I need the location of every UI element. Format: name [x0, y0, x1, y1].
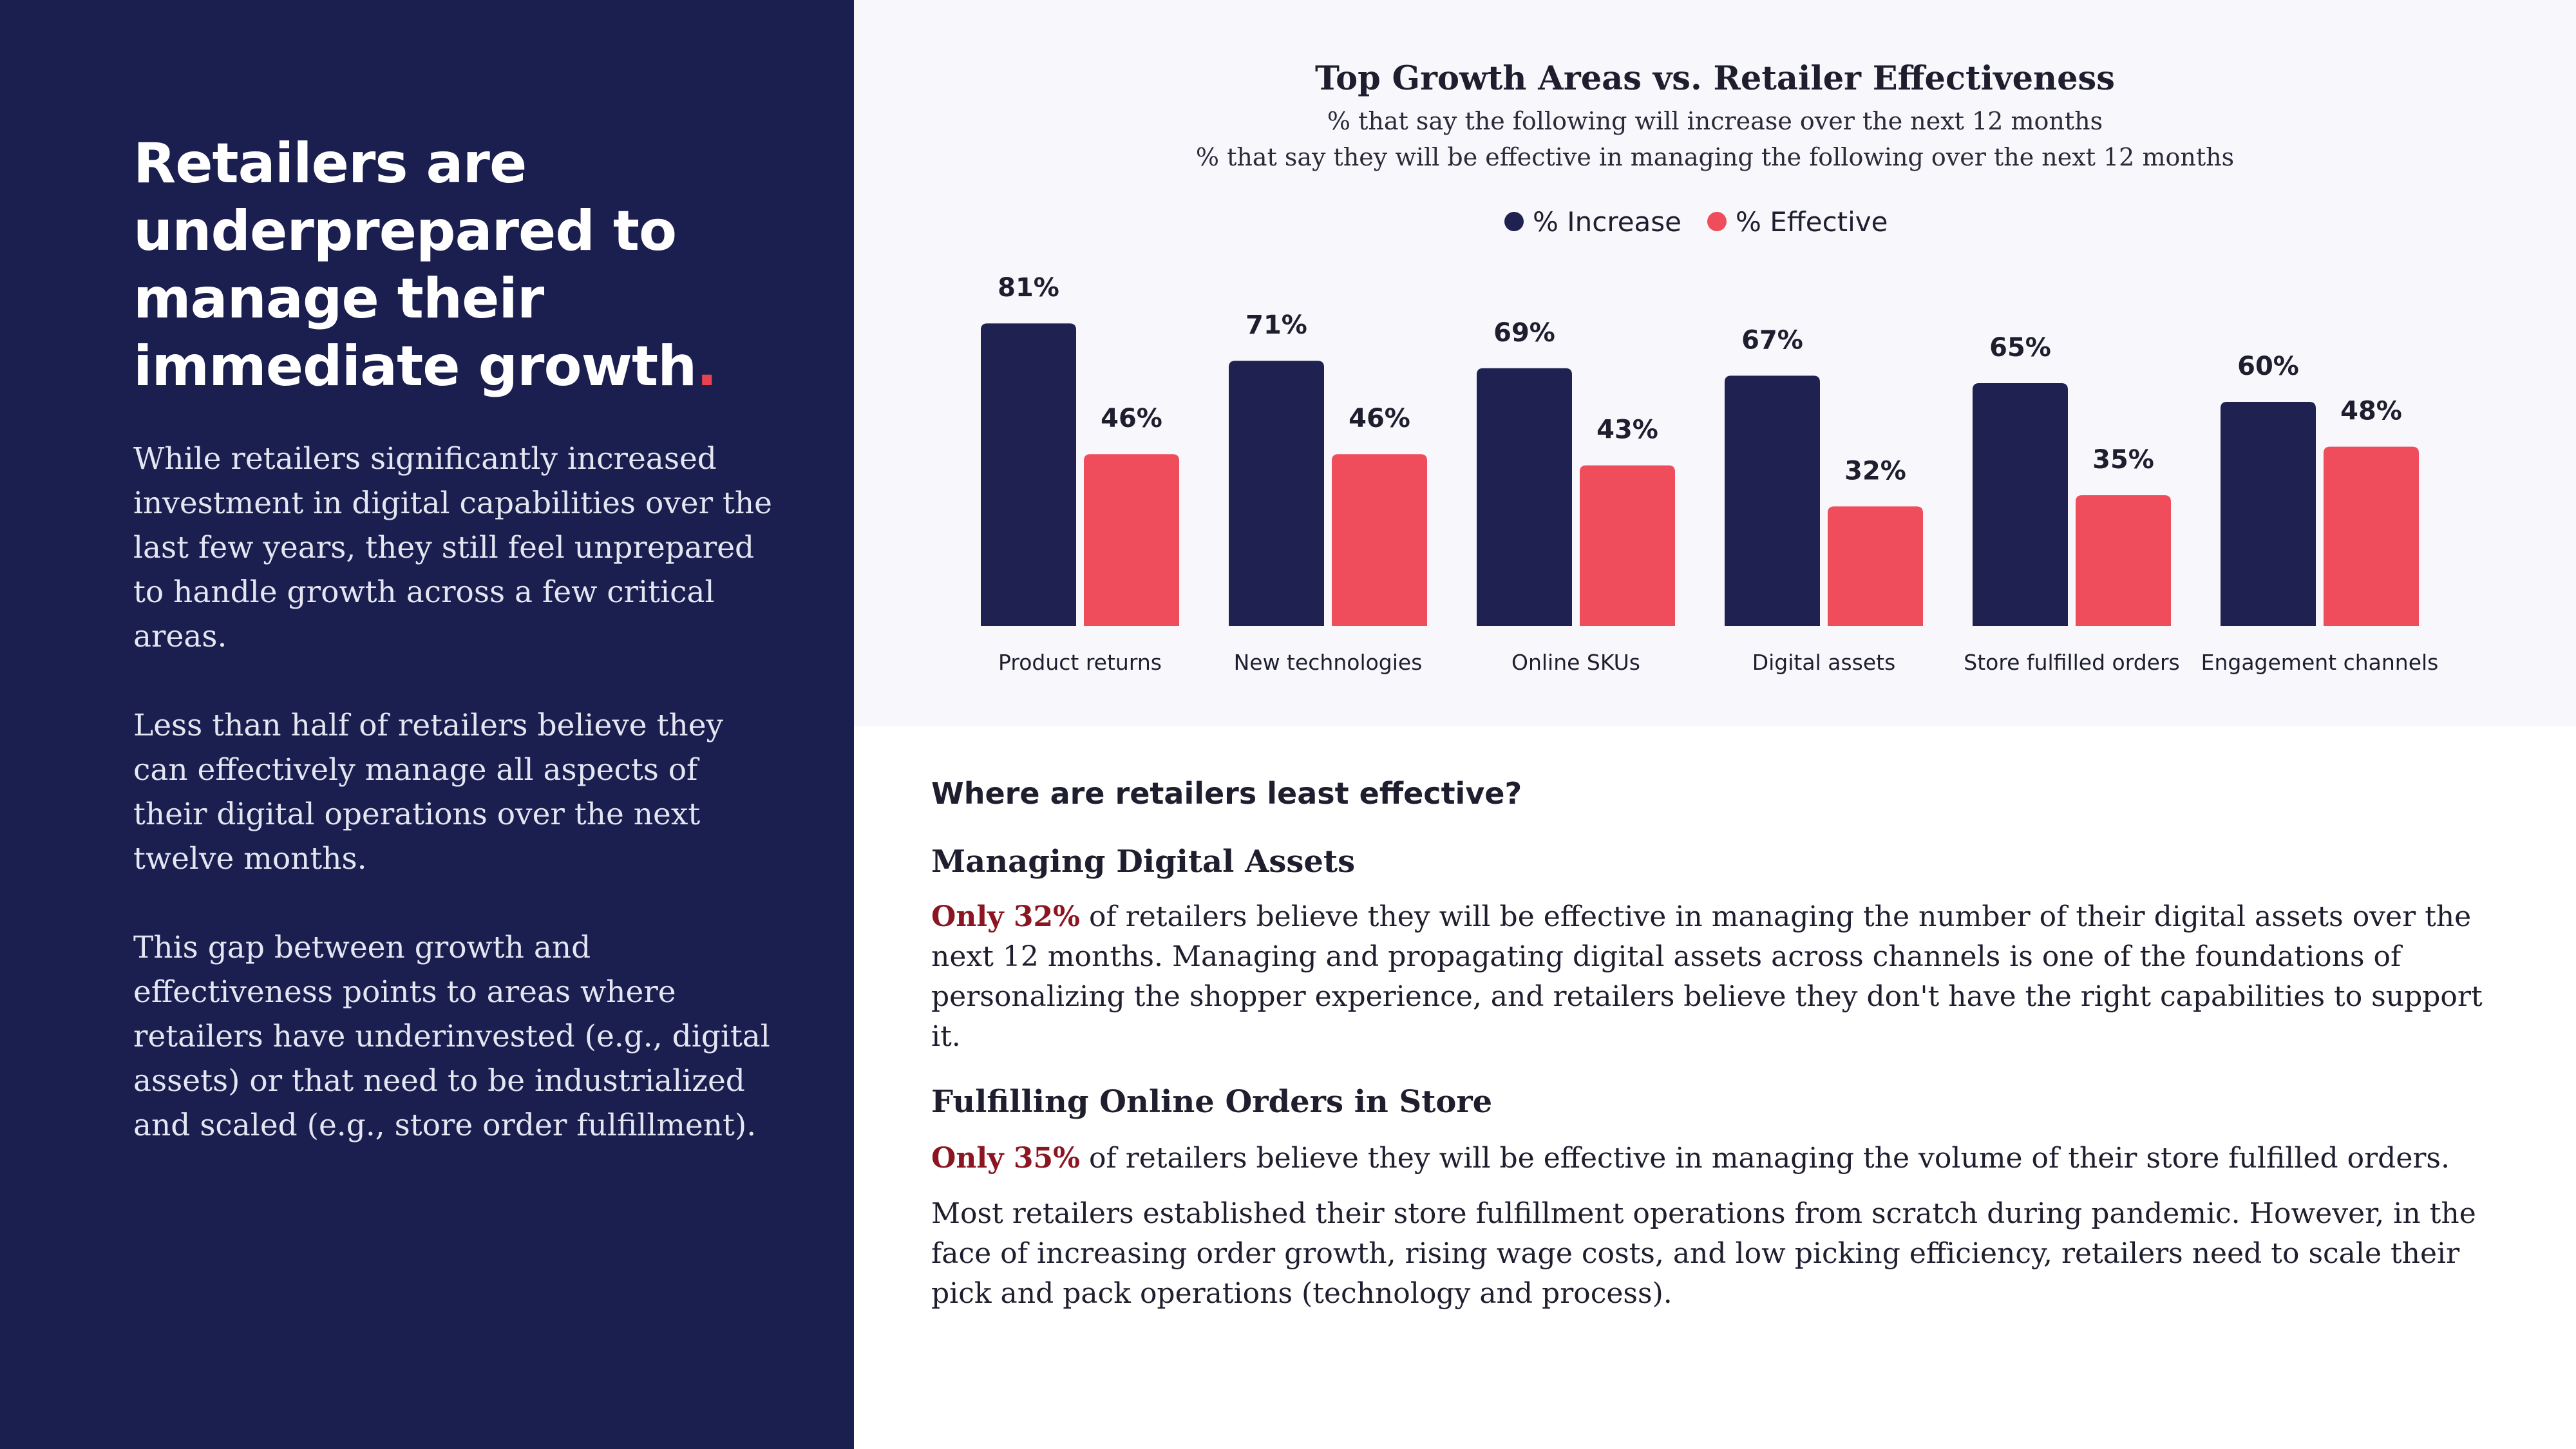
category-label-0: Product returns	[998, 650, 1162, 675]
intro-paragraph-3: This gap between growth and effectivenes…	[133, 930, 770, 1143]
store-orders-paragraph: Only 35% of retailers believe they will …	[931, 1139, 2509, 1179]
category-label-1: New technologies	[1234, 650, 1423, 675]
legend-swatch-increase	[1504, 212, 1524, 231]
data-label-effective-4: 35%	[2092, 445, 2154, 475]
chart-subtitle-1: % that say the following will increase o…	[1327, 107, 2103, 135]
category-label-3: Digital assets	[1752, 650, 1896, 675]
bar-effective-3	[1828, 506, 1923, 626]
section-question: Where are retailers least effective?	[931, 776, 1522, 811]
bar-effective-5	[2324, 446, 2419, 626]
store-orders-text: of retailers believe they will be effect…	[1079, 1142, 2450, 1175]
data-label-increase-5: 60%	[2237, 352, 2299, 381]
data-label-effective-3: 32%	[1844, 456, 1906, 486]
legend-swatch-effective	[1707, 212, 1727, 231]
digital-assets-paragraph: Only 32% of retailers believe they will …	[931, 897, 2509, 1057]
data-label-increase-1: 71%	[1245, 310, 1307, 340]
chart-title: Top Growth Areas vs. Retailer Effectiven…	[1315, 59, 2115, 98]
section-heading-digital-assets: Managing Digital Assets	[931, 844, 1356, 880]
store-orders-paragraph-2: Most retailers established their store f…	[931, 1197, 2476, 1310]
headline-dot: .	[696, 334, 717, 399]
category-label-2: Online SKUs	[1511, 650, 1640, 675]
data-label-effective-0: 46%	[1101, 404, 1162, 433]
chart-subtitle-2: % that say they will be effective in man…	[1195, 143, 2235, 171]
left-panel: Retailers are underprepared to manage th…	[0, 0, 854, 1449]
section-heading-store-orders: Fulfilling Online Orders in Store	[931, 1084, 1493, 1120]
chart-legend: % Increase % Effective	[1504, 205, 1888, 238]
data-label-increase-3: 67%	[1741, 325, 1803, 355]
category-label-5: Engagement channels	[2201, 650, 2439, 675]
bar-increase-1	[1229, 361, 1324, 626]
legend-item-effective: % Effective	[1707, 206, 1888, 238]
legend-item-increase: % Increase	[1504, 206, 1681, 238]
legend-label-increase: % Increase	[1533, 205, 1681, 238]
digital-assets-stat: Only 32%	[931, 900, 1080, 933]
intro-paragraph-1: While retailers significantly increased …	[133, 441, 772, 654]
bar-increase-4	[1973, 383, 2068, 626]
bar-effective-0	[1084, 454, 1179, 626]
category-label-4: Store fulfilled orders	[1964, 650, 2179, 675]
data-label-effective-2: 43%	[1596, 415, 1658, 445]
data-label-effective-5: 48%	[2340, 397, 2402, 426]
bar-increase-5	[2221, 402, 2316, 626]
digital-assets-text: of retailers believe they will be effect…	[931, 900, 2483, 1053]
bar-effective-2	[1580, 465, 1675, 626]
store-orders-stat: Only 35%	[931, 1142, 1080, 1175]
bar-chart: 81% 46% Product returns 71% 46% New technolog…	[981, 273, 2439, 675]
bar-increase-0	[981, 323, 1076, 626]
bar-increase-2	[1477, 368, 1572, 626]
data-label-increase-0: 81%	[998, 273, 1059, 303]
intro-paragraph-2: Less than half of retailers believe they…	[133, 708, 724, 876]
headline-text: Retailers are underprepared to manage th…	[133, 131, 697, 399]
legend-label-effective: % Effective	[1736, 205, 1888, 238]
left-body: While retailers significantly increased …	[133, 437, 777, 1192]
bar-increase-3	[1725, 375, 1820, 626]
bar-effective-1	[1332, 454, 1427, 626]
bar-effective-4	[2076, 495, 2171, 626]
data-label-effective-1: 46%	[1349, 404, 1410, 433]
data-label-increase-4: 65%	[1989, 333, 2051, 363]
page-headline: Retailers are underprepared to manage th…	[133, 130, 816, 401]
data-label-increase-2: 69%	[1493, 318, 1555, 348]
